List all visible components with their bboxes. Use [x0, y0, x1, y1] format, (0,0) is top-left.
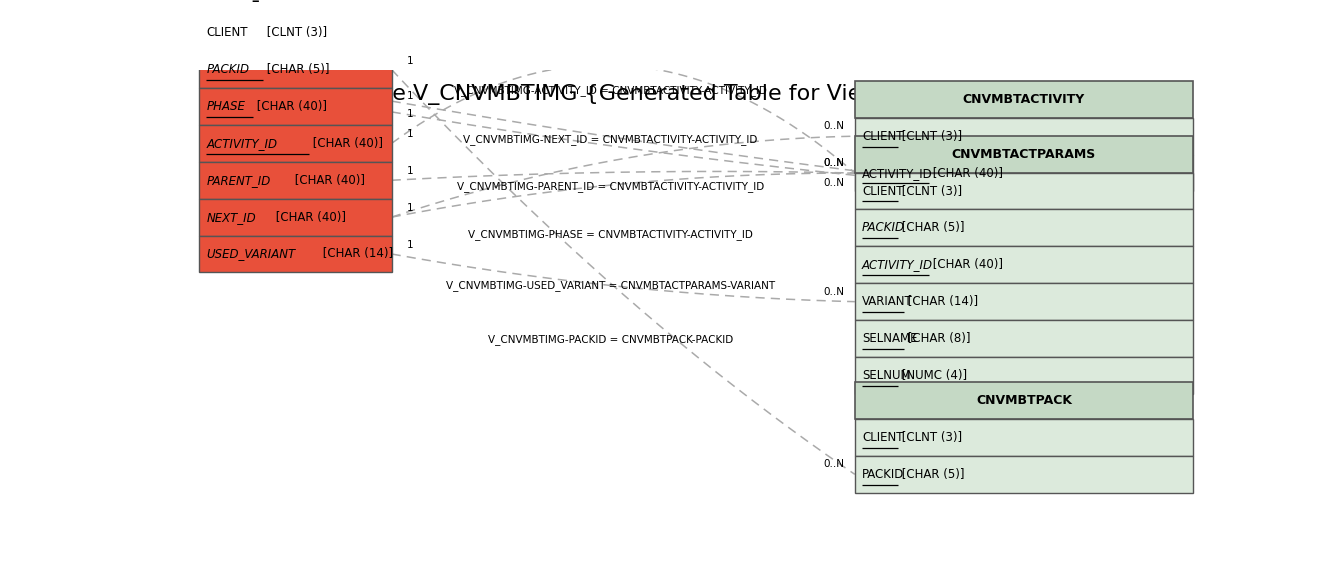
- FancyBboxPatch shape: [199, 125, 392, 162]
- Text: 0..N: 0..N: [823, 158, 845, 168]
- Text: V_CNVMBTIMG-NEXT_ID = CNVMBTACTIVITY-ACTIVITY_ID: V_CNVMBTIMG-NEXT_ID = CNVMBTACTIVITY-ACT…: [463, 134, 757, 145]
- Text: [CHAR (40)]: [CHAR (40)]: [928, 166, 1002, 179]
- Text: [CLNT (3)]: [CLNT (3)]: [898, 130, 963, 142]
- Text: 1: 1: [407, 166, 414, 176]
- Text: [NUMC (4)]: [NUMC (4)]: [898, 369, 967, 382]
- Text: PACKID: PACKID: [862, 468, 904, 481]
- FancyBboxPatch shape: [855, 210, 1193, 246]
- Text: 0..N: 0..N: [823, 121, 845, 131]
- Text: [CHAR (5)]: [CHAR (5)]: [898, 221, 964, 234]
- Text: 1: 1: [407, 91, 414, 100]
- Text: SELNUM: SELNUM: [862, 369, 911, 382]
- Text: PARENT_ID: PARENT_ID: [207, 174, 271, 187]
- FancyBboxPatch shape: [199, 199, 392, 235]
- Text: [CHAR (5)]: [CHAR (5)]: [263, 63, 329, 76]
- Text: 1: 1: [407, 55, 414, 65]
- FancyBboxPatch shape: [855, 135, 1193, 173]
- Text: 0..N: 0..N: [823, 158, 845, 168]
- FancyBboxPatch shape: [199, 51, 392, 88]
- Text: 1: 1: [407, 109, 414, 119]
- FancyBboxPatch shape: [855, 173, 1193, 210]
- Text: [CLNT (3)]: [CLNT (3)]: [898, 185, 963, 197]
- Text: [CHAR (8)]: [CHAR (8)]: [904, 332, 971, 345]
- Text: 1: 1: [407, 203, 414, 213]
- Text: CLIENT: CLIENT: [862, 431, 904, 444]
- FancyBboxPatch shape: [199, 88, 392, 125]
- FancyBboxPatch shape: [199, 15, 392, 51]
- Text: V_CNVMBTIMG-PACKID = CNVMBTPACK-PACKID: V_CNVMBTIMG-PACKID = CNVMBTPACK-PACKID: [488, 335, 733, 345]
- Text: NEXT_ID: NEXT_ID: [207, 211, 257, 224]
- FancyBboxPatch shape: [199, 235, 392, 273]
- Text: SELNAME: SELNAME: [862, 332, 917, 345]
- Text: CLIENT: CLIENT: [862, 130, 904, 142]
- Text: [CHAR (40)]: [CHAR (40)]: [309, 137, 384, 150]
- FancyBboxPatch shape: [199, 162, 392, 199]
- FancyBboxPatch shape: [855, 382, 1193, 419]
- FancyBboxPatch shape: [855, 283, 1193, 320]
- FancyBboxPatch shape: [855, 118, 1193, 155]
- FancyBboxPatch shape: [855, 357, 1193, 394]
- FancyBboxPatch shape: [855, 81, 1193, 118]
- FancyBboxPatch shape: [855, 155, 1193, 192]
- Text: [CHAR (40)]: [CHAR (40)]: [928, 258, 1002, 272]
- Text: CLIENT: CLIENT: [207, 26, 248, 39]
- Text: CNVMBTACTPARAMS: CNVMBTACTPARAMS: [952, 148, 1096, 161]
- Text: PACKID: PACKID: [862, 221, 905, 234]
- Text: V_CNVMBTIMG: V_CNVMBTIMG: [244, 0, 346, 2]
- Text: [CLNT (3)]: [CLNT (3)]: [263, 26, 326, 39]
- Text: 0..N: 0..N: [823, 460, 845, 470]
- Text: [CHAR (14)]: [CHAR (14)]: [904, 295, 979, 308]
- Text: 0..N: 0..N: [823, 178, 845, 188]
- FancyBboxPatch shape: [855, 320, 1193, 357]
- Text: [CHAR (40)]: [CHAR (40)]: [290, 174, 365, 187]
- Text: CNVMBTPACK: CNVMBTPACK: [976, 394, 1072, 407]
- Text: [CHAR (40)]: [CHAR (40)]: [254, 100, 328, 113]
- FancyBboxPatch shape: [855, 246, 1193, 283]
- Text: ACTIVITY_ID: ACTIVITY_ID: [862, 166, 933, 179]
- Text: [CHAR (40)]: [CHAR (40)]: [271, 211, 346, 224]
- Text: PHASE: PHASE: [207, 100, 246, 113]
- Text: CLIENT: CLIENT: [862, 185, 904, 197]
- Text: CNVMBTACTIVITY: CNVMBTACTIVITY: [963, 93, 1085, 106]
- Text: V_CNVMBTIMG-ACTIVITY_ID = CNVMBTACTIVITY-ACTIVITY_ID: V_CNVMBTIMG-ACTIVITY_ID = CNVMBTACTIVITY…: [454, 85, 767, 96]
- Text: V_CNVMBTIMG-PHASE = CNVMBTACTIVITY-ACTIVITY_ID: V_CNVMBTIMG-PHASE = CNVMBTACTIVITY-ACTIV…: [467, 229, 752, 239]
- Text: 1: 1: [407, 130, 414, 140]
- FancyBboxPatch shape: [199, 0, 392, 15]
- Text: VARIANT: VARIANT: [862, 295, 913, 308]
- Text: 0..N: 0..N: [823, 287, 845, 297]
- Text: PACKID: PACKID: [207, 63, 250, 76]
- Text: 1: 1: [407, 240, 414, 250]
- FancyBboxPatch shape: [855, 456, 1193, 493]
- Text: [CHAR (14)]: [CHAR (14)]: [318, 248, 393, 260]
- Text: [CHAR (5)]: [CHAR (5)]: [898, 468, 964, 481]
- Text: V_CNVMBTIMG-PARENT_ID = CNVMBTACTIVITY-ACTIVITY_ID: V_CNVMBTIMG-PARENT_ID = CNVMBTACTIVITY-A…: [457, 182, 764, 193]
- Text: USED_VARIANT: USED_VARIANT: [207, 248, 295, 260]
- Text: ACTIVITY_ID: ACTIVITY_ID: [207, 137, 278, 150]
- Text: ACTIVITY_ID: ACTIVITY_ID: [862, 258, 933, 272]
- Text: [CLNT (3)]: [CLNT (3)]: [898, 431, 963, 444]
- Text: SAP ABAP table V_CNVMBTIMG {Generated Table for View}: SAP ABAP table V_CNVMBTIMG {Generated Ta…: [234, 84, 893, 105]
- Text: V_CNVMBTIMG-USED_VARIANT = CNVMBTACTPARAMS-VARIANT: V_CNVMBTIMG-USED_VARIANT = CNVMBTACTPARA…: [446, 280, 775, 291]
- FancyBboxPatch shape: [855, 419, 1193, 456]
